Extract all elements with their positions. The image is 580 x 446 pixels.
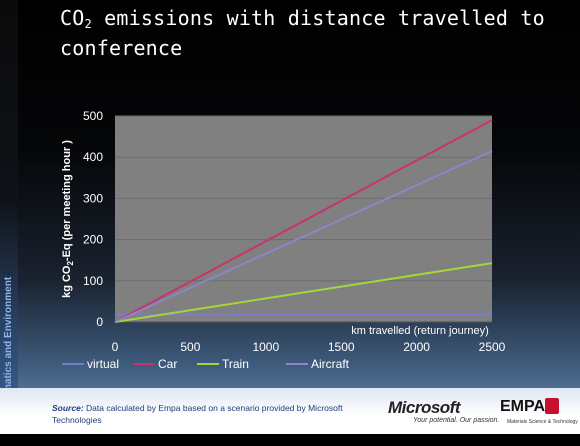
legend-label-train: Train bbox=[222, 357, 249, 371]
y-tick-label: 300 bbox=[83, 191, 103, 205]
empa-tagline: Materials Science & Technology bbox=[507, 419, 578, 425]
empa-mark-icon bbox=[545, 398, 559, 414]
x-tick-label: 0 bbox=[112, 340, 119, 354]
y-tick-label: 500 bbox=[83, 109, 103, 123]
microsoft-logo: Microsoft bbox=[388, 398, 461, 417]
footer-band bbox=[0, 388, 580, 434]
y-tick-label: 400 bbox=[83, 150, 103, 164]
x-axis-label: km travelled (return journey) bbox=[351, 325, 489, 337]
x-tick-label: 1000 bbox=[252, 340, 279, 354]
source-note: Source: Data calculated by Empa based on… bbox=[52, 402, 382, 426]
y-axis-label: kg CO2-Eq (per meeting hour ) bbox=[61, 140, 75, 298]
source-text: Data calculated by Empa based on a scena… bbox=[52, 403, 343, 425]
title-co: CO bbox=[60, 6, 85, 30]
empa-logo: EMPA bbox=[500, 398, 546, 415]
y-tick-label: 200 bbox=[83, 233, 103, 247]
title-rest: emissions with distance travelled to con… bbox=[60, 6, 545, 60]
slide-title: CO2 emissions with distance travelled to… bbox=[60, 6, 575, 60]
source-label: Source: bbox=[52, 403, 84, 413]
title-subscript: 2 bbox=[84, 17, 92, 31]
x-tick-label: 2000 bbox=[403, 340, 430, 354]
legend-label-virtual: virtual bbox=[87, 357, 119, 371]
emissions-chart: 0 100 200 300 400 500 0 500 1000 1500 2000 2500 km t… bbox=[61, 109, 506, 371]
series-line-aircraft bbox=[114, 150, 493, 323]
x-tick-label: 1500 bbox=[328, 340, 355, 354]
side-band: Informatics and Environment bbox=[0, 0, 18, 434]
series-line-train bbox=[114, 262, 493, 323]
y-tick-label: 100 bbox=[83, 274, 103, 288]
x-tick-label: 500 bbox=[180, 340, 200, 354]
legend-label-car: Car bbox=[158, 357, 177, 371]
series-line-car bbox=[114, 119, 493, 323]
microsoft-tagline: Your potential. Our passion. bbox=[413, 417, 500, 424]
y-tick-label: 0 bbox=[96, 315, 103, 329]
legend-label-aircraft: Aircraft bbox=[311, 357, 350, 371]
x-tick-label: 2500 bbox=[479, 340, 506, 354]
